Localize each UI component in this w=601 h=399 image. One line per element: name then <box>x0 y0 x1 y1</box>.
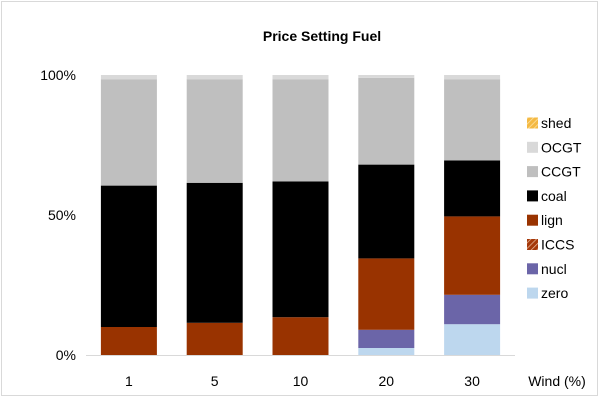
bar-segment-lign-1 <box>100 327 157 355</box>
bar-segment-ccgt-30 <box>444 79 501 161</box>
bar-segment-ccgt-20 <box>358 77 415 165</box>
bar-segment-lign-20 <box>358 258 415 330</box>
bar-segment-coal-5 <box>186 182 243 323</box>
x-tick-label-1: 1 <box>125 373 133 389</box>
bar-segment-lign-5 <box>186 322 243 355</box>
bar-segment-coal-20 <box>358 164 415 259</box>
legend-label-zero: zero <box>541 285 568 301</box>
x-tick-label-10: 10 <box>293 373 309 389</box>
legend-label-coal: coal <box>541 188 567 204</box>
bar-segment-lign-30 <box>444 216 501 295</box>
bar-segment-ocgt-20 <box>358 75 415 78</box>
bar-segment-zero-30 <box>444 324 501 355</box>
bar-segment-ccgt-1 <box>100 79 157 186</box>
bar-segment-ocgt-30 <box>444 75 501 80</box>
bar-segment-ocgt-1 <box>100 75 157 80</box>
y-tick-label-50: 50% <box>48 207 76 223</box>
x-tick-label-30: 30 <box>464 373 480 389</box>
bar-segment-zero-20 <box>358 348 415 355</box>
legend-label-ocgt: OCGT <box>541 139 582 155</box>
legend: shed OCGT CCGT coal lign ICCS nucl zero <box>527 115 582 301</box>
legend-label-nucl: nucl <box>541 261 567 277</box>
bar-segment-coal-1 <box>100 185 157 327</box>
bar-segment-nucl-20 <box>358 329 415 348</box>
y-axis: 100% 50% 0% <box>40 67 76 363</box>
y-tick-label-0: 0% <box>56 347 76 363</box>
y-tick-label-100: 100% <box>40 67 76 83</box>
bar-segment-ocgt-10 <box>272 75 329 80</box>
legend-swatch-ocgt <box>527 141 538 153</box>
bar-segment-coal-30 <box>444 160 501 217</box>
bar-segment-coal-10 <box>272 181 329 318</box>
bar-segment-nucl-30 <box>444 294 501 325</box>
x-tick-label-20: 20 <box>379 373 395 389</box>
legend-swatch-zero <box>527 287 538 299</box>
legend-label-shed: shed <box>541 115 571 131</box>
legend-swatch-ccgt <box>527 166 538 178</box>
legend-label-lign: lign <box>541 212 563 228</box>
legend-swatch-nucl <box>527 263 538 275</box>
legend-label-ccgt: CCGT <box>541 164 581 180</box>
bar-segment-lign-10 <box>272 317 329 355</box>
legend-swatch-coal <box>527 190 538 202</box>
x-axis-labels: 1 5 10 20 30 <box>125 373 480 389</box>
x-tick-label-5: 5 <box>211 373 219 389</box>
legend-swatch-shed <box>527 117 538 129</box>
legend-label-iccs: ICCS <box>541 237 574 253</box>
bars <box>86 75 515 356</box>
chart-title: Price Setting Fuel <box>263 28 381 44</box>
bar-segment-ccgt-5 <box>186 79 243 183</box>
bar-segment-ocgt-5 <box>186 75 243 80</box>
x-axis-label: Wind (%) <box>528 373 586 389</box>
bar-segment-ccgt-10 <box>272 79 329 182</box>
legend-swatch-lign <box>527 214 538 226</box>
legend-swatch-iccs <box>527 239 538 250</box>
